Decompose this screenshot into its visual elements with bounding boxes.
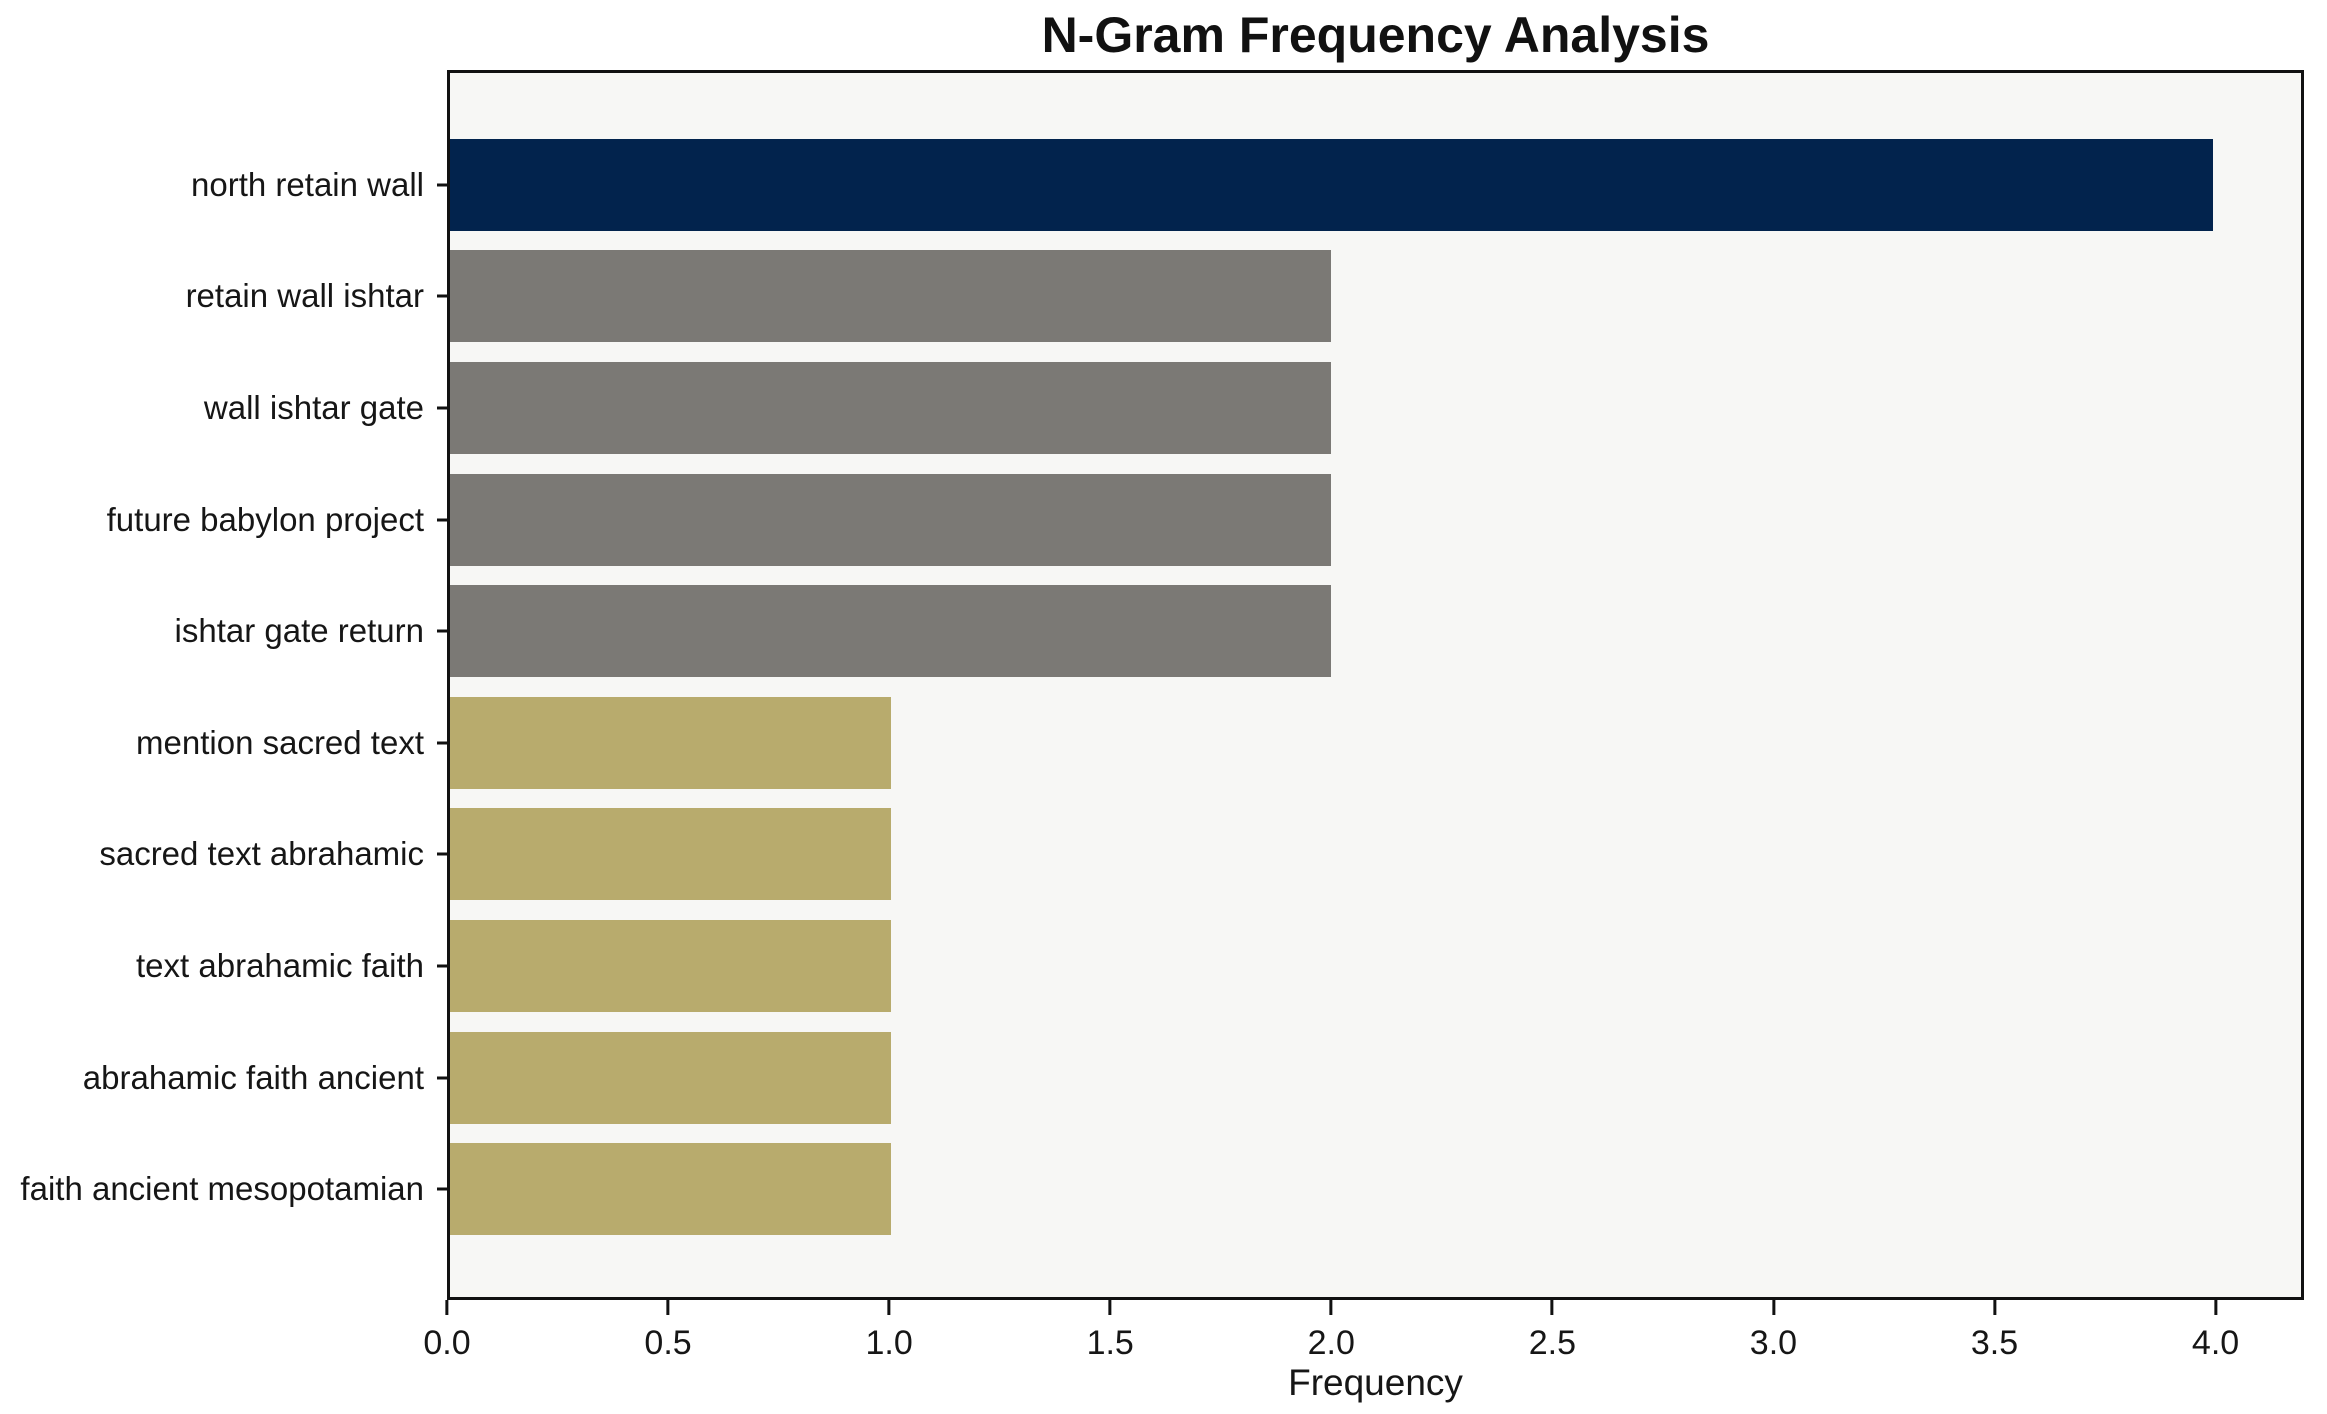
x-tick: 2.0 — [1308, 1300, 1355, 1363]
bar — [450, 473, 1332, 566]
category-label: mention sacred text — [136, 723, 424, 761]
category-label: sacred text abrahamic — [99, 835, 424, 873]
x-tick-mark — [1771, 1300, 1775, 1315]
y-tick-mark — [437, 406, 450, 410]
x-tick-label: 2.5 — [1528, 1324, 1576, 1362]
bars-container: north retain wall retain wall ishtar wall … — [20, 73, 2301, 1297]
bar — [450, 1143, 891, 1236]
bar — [450, 919, 891, 1012]
x-tick-mark — [1108, 1300, 1112, 1315]
bar — [450, 250, 1332, 343]
plot-area: north retain wall retain wall ishtar wall … — [20, 70, 2304, 1300]
bar-row: faith ancient mesopotamian — [20, 1133, 2301, 1245]
bar-row: text abrahamic faith — [136, 910, 2301, 1022]
y-tick-mark — [437, 294, 450, 298]
x-tick: 0.0 — [423, 1300, 471, 1363]
category-label: abrahamic faith ancient — [82, 1058, 424, 1096]
x-tick-label: 3.5 — [1970, 1324, 2019, 1362]
x-tick-mark — [1550, 1300, 1554, 1315]
y-tick-mark — [437, 1187, 450, 1191]
bar — [450, 361, 1332, 454]
x-tick-label: 0.5 — [644, 1324, 692, 1362]
x-tick-label: 1.0 — [865, 1324, 913, 1362]
x-axis-ticks: 0.0 0.5 1.0 1.5 2.0 2.5 3.0 3.5 4.0 — [423, 1300, 2304, 1370]
bar-row: future babylon project — [107, 464, 2301, 576]
bar-row: mention sacred text — [136, 687, 2301, 799]
bar — [450, 585, 1332, 678]
bar-row: ishtar gate return — [175, 575, 2301, 687]
category-label: ishtar gate return — [174, 612, 424, 650]
x-axis-label: Frequency — [1288, 1362, 1463, 1403]
bar-row: abrahamic faith ancient — [83, 1022, 2301, 1134]
category-label: north retain wall — [191, 165, 424, 203]
x-tick: 1.5 — [1087, 1300, 1134, 1363]
bar — [450, 696, 891, 789]
x-tick-label: 3.0 — [1749, 1324, 1798, 1362]
x-tick: 3.0 — [1750, 1300, 1797, 1363]
x-tick: 4.0 — [2192, 1300, 2239, 1363]
bar — [450, 138, 2213, 231]
category-label: future babylon project — [106, 500, 424, 538]
bar-row: north retain wall — [191, 129, 2301, 241]
x-tick-mark — [1992, 1300, 1996, 1315]
y-tick-mark — [437, 629, 450, 633]
bar-row: retain wall ishtar — [186, 241, 2301, 353]
category-label: wall ishtar gate — [203, 388, 424, 426]
bar — [450, 808, 891, 901]
x-tick-label: 4.0 — [2191, 1324, 2240, 1362]
x-tick-label: 2.0 — [1307, 1324, 1355, 1362]
x-tick-mark — [445, 1300, 449, 1315]
x-tick-mark — [887, 1300, 891, 1315]
bar-row: sacred text abrahamic — [99, 799, 2301, 911]
category-label: retain wall ishtar — [185, 277, 424, 315]
x-tick: 3.5 — [1971, 1300, 2018, 1363]
y-tick-mark — [437, 852, 450, 856]
bar — [450, 1031, 891, 1124]
x-tick-mark — [666, 1300, 670, 1315]
chart-title: N-Gram Frequency Analysis — [1041, 7, 1710, 63]
x-tick-mark — [2214, 1300, 2218, 1315]
y-tick-mark — [437, 183, 450, 187]
x-tick: 1.0 — [866, 1300, 913, 1363]
x-tick: 0.5 — [644, 1300, 692, 1363]
category-label: faith ancient mesopotamian — [20, 1170, 424, 1208]
category-label: text abrahamic faith — [136, 946, 424, 984]
y-tick-mark — [437, 1076, 450, 1080]
bar-row: wall ishtar gate — [204, 352, 2301, 464]
y-tick-mark — [437, 741, 450, 745]
x-tick-label: 0.0 — [423, 1324, 471, 1362]
y-tick-mark — [437, 518, 450, 522]
x-tick-label: 1.5 — [1086, 1324, 1134, 1362]
x-tick: 2.5 — [1529, 1300, 1576, 1363]
y-tick-mark — [437, 964, 450, 968]
x-tick-mark — [1329, 1300, 1333, 1315]
